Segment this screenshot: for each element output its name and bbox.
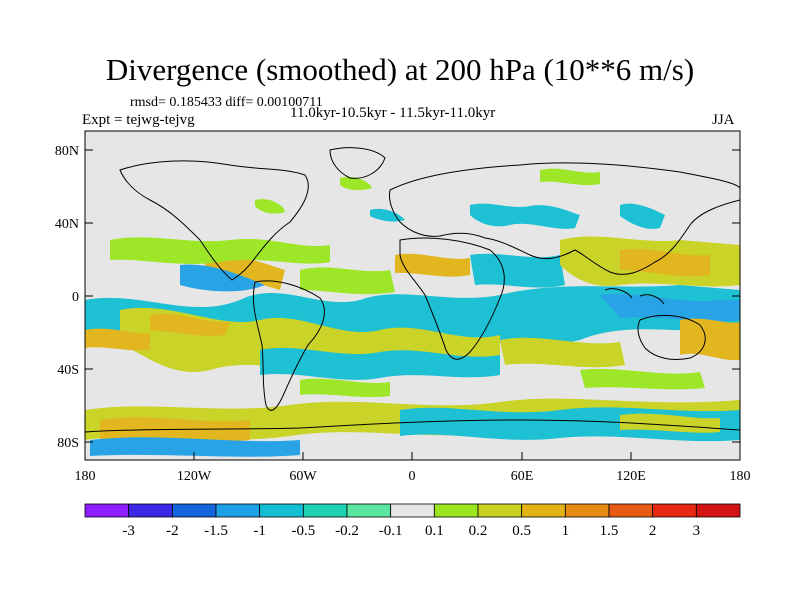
colorbar-label: -0.5: [291, 523, 315, 539]
colorbar-swatch: [346, 503, 392, 518]
colorbar-label: -2: [166, 523, 179, 539]
coastlines: [85, 147, 740, 433]
axis-ticks: [84, 149, 741, 460]
lon-label-120e: 120E: [616, 469, 646, 484]
lon-label-60e: 60E: [511, 469, 534, 484]
lat-label-80n: 80N: [55, 144, 79, 159]
colorbar-labels: -3 -2 -1.5 -1 -0.5 -0.2 -0.1 0.1 0.2 0.5 1 1.5 2 3: [122, 523, 700, 539]
lat-label-40n: 40N: [55, 217, 79, 232]
experiment-label: Expt = tejwg-tejvg: [82, 112, 195, 128]
colorbar-swatch: [564, 503, 610, 518]
colorbar-swatch: [84, 503, 130, 518]
colorbar-label: 1: [562, 523, 570, 539]
colorbar-swatch: [608, 503, 654, 518]
colorbar-label: -3: [122, 523, 135, 539]
colorbar-label: 3: [693, 523, 701, 539]
colorbar-swatch: [171, 503, 217, 518]
colorbar-swatch: [477, 503, 523, 518]
plot-title: Divergence (smoothed) at 200 hPa (10**6 …: [105, 52, 695, 87]
colorbar-swatch: [695, 503, 741, 518]
stats-text: rmsd= 0.185433 diff= 0.00100711: [130, 95, 323, 110]
period-text: 11.0kyr-10.5kyr - 11.5kyr-11.0kyr: [290, 105, 496, 121]
divergence-fields: [85, 168, 740, 457]
colorbar-swatch: [302, 503, 348, 518]
colorbar-label: 0.1: [425, 523, 444, 539]
lon-label-0: 0: [409, 469, 416, 484]
lon-label-60w: 60W: [289, 469, 317, 484]
lat-label-40s: 40S: [57, 363, 79, 378]
colorbar-swatch: [259, 503, 304, 518]
colorbar-label: -0.2: [335, 523, 359, 539]
colorbar-label: -1.5: [204, 523, 228, 539]
colorbar-swatch: [390, 503, 435, 518]
colorbar-label: -1: [253, 523, 266, 539]
colorbar-label: 2: [649, 523, 657, 539]
lat-label-0: 0: [72, 290, 79, 305]
colorbar-label: 0.2: [469, 523, 488, 539]
colorbar-label: 0.5: [512, 523, 531, 539]
lon-label-120w: 120W: [177, 469, 212, 484]
colorbar-label: -0.1: [379, 523, 403, 539]
colorbar-swatch: [215, 503, 261, 518]
season-label: JJA: [712, 112, 735, 128]
colorbar-swatch: [652, 503, 697, 518]
colorbar-label: 1.5: [600, 523, 619, 539]
lon-label-180w: 180: [75, 469, 96, 484]
colorbar-swatch: [433, 503, 479, 518]
lat-label-80s: 80S: [57, 436, 79, 451]
lon-label-180e: 180: [730, 469, 751, 484]
colorbar-swatch: [521, 503, 566, 518]
colorbar: [84, 503, 741, 518]
colorbar-swatch: [128, 503, 173, 518]
map-panel: [85, 131, 740, 460]
